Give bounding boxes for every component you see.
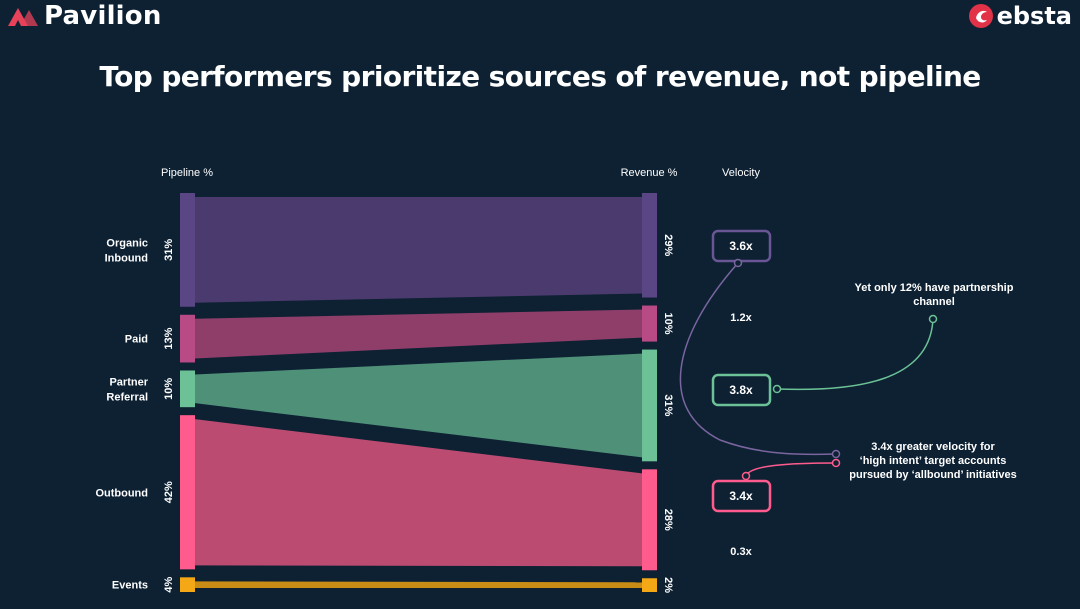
connector-3-4x-end-dot (831, 458, 841, 468)
revenue-value-outbound: 28% (662, 509, 674, 531)
revenue-value-events: 2% (662, 577, 674, 593)
source-label-organic-inbound: Organic (106, 237, 148, 249)
pipeline-bar-outbound (180, 415, 195, 570)
pipeline-value-organic-inbound: 31% (163, 239, 175, 261)
flow-partner-referral (195, 353, 642, 458)
revenue-value-paid: 10% (662, 313, 674, 335)
revenue-bar-partner-referral (642, 349, 657, 462)
connector-3-8x (776, 318, 934, 391)
pavilion-logo: Pavilion (6, 0, 162, 32)
source-label-events: Events (112, 580, 148, 592)
velocity-axis-label: Velocity (722, 167, 760, 179)
pipeline-value-paid: 13% (163, 327, 175, 349)
revenue-bar-outbound (642, 469, 657, 571)
revenue-bar-paid (642, 305, 657, 342)
annotation-1-line: channel (913, 296, 955, 308)
velocity-3-8x-value: 3.8x (729, 383, 753, 397)
revenue-bar-events (642, 578, 657, 592)
flow-events (195, 581, 642, 588)
pipeline-bar-paid (180, 314, 195, 363)
revenue-bar-organic-inbound (642, 193, 657, 298)
source-label-partner-referral: Partner (109, 376, 148, 388)
connector-3-8x-start-dot (772, 384, 782, 394)
pipeline-value-outbound: 42% (163, 481, 175, 503)
flow-paid (195, 309, 642, 359)
velocity-3-8x-box (711, 373, 772, 407)
ebsta-logo-text: ebsta (996, 2, 1072, 30)
connector-3-6x-start-dot (733, 258, 743, 268)
source-label-paid: Paid (125, 334, 148, 346)
pipeline-bar-events (180, 577, 195, 592)
flow-organic-inbound (195, 197, 642, 303)
revenue-value-organic-inbound: 29% (662, 234, 674, 256)
pipeline-value-events: 4% (163, 576, 175, 592)
annotation-2-line: 3.4x greater velocity for (871, 441, 995, 453)
velocity-1-2x-value: 1.2x (730, 312, 752, 324)
velocity-0-3x-value: 0.3x (730, 546, 752, 558)
connector-3-6x (679, 262, 837, 456)
velocity-3-6x-value: 3.6x (729, 239, 753, 253)
source-label-outbound: Outbound (95, 487, 148, 499)
pavilion-logo-text: Pavilion (44, 1, 162, 31)
right-axis-label: Revenue % (621, 167, 678, 179)
source-label-organic-inbound: Inbound (105, 252, 148, 264)
velocity-3-4x-value: 3.4x (729, 489, 753, 503)
velocity-3-4x-box (711, 479, 772, 513)
left-axis-label: Pipeline % (161, 167, 213, 179)
source-label-partner-referral: Referral (106, 391, 148, 403)
pipeline-value-partner-referral: 10% (163, 378, 175, 400)
ebsta-mark-icon (968, 4, 993, 28)
ebsta-logo: ebsta (968, 1, 1072, 31)
pipeline-bar-organic-inbound (180, 193, 195, 307)
flow-outbound (195, 419, 642, 567)
page-title: Top performers prioritize sources of rev… (99, 60, 981, 93)
revenue-value-partner-referral: 31% (662, 394, 674, 416)
pipeline-bar-partner-referral (180, 370, 195, 408)
annotation-2-line: pursued by ‘allbound’ initiatives (849, 469, 1016, 481)
annotation-1-line: Yet only 12% have partnership (855, 282, 1014, 294)
connector-3-8x-end-dot (928, 314, 938, 324)
annotation-2-line: ‘high intent’ target accounts (860, 455, 1007, 467)
pavilion-mark-icon (8, 8, 38, 26)
connector-3-4x-start-dot (741, 471, 751, 481)
connector-3-4x (745, 462, 837, 477)
connector-3-6x-end-dot (831, 449, 841, 459)
